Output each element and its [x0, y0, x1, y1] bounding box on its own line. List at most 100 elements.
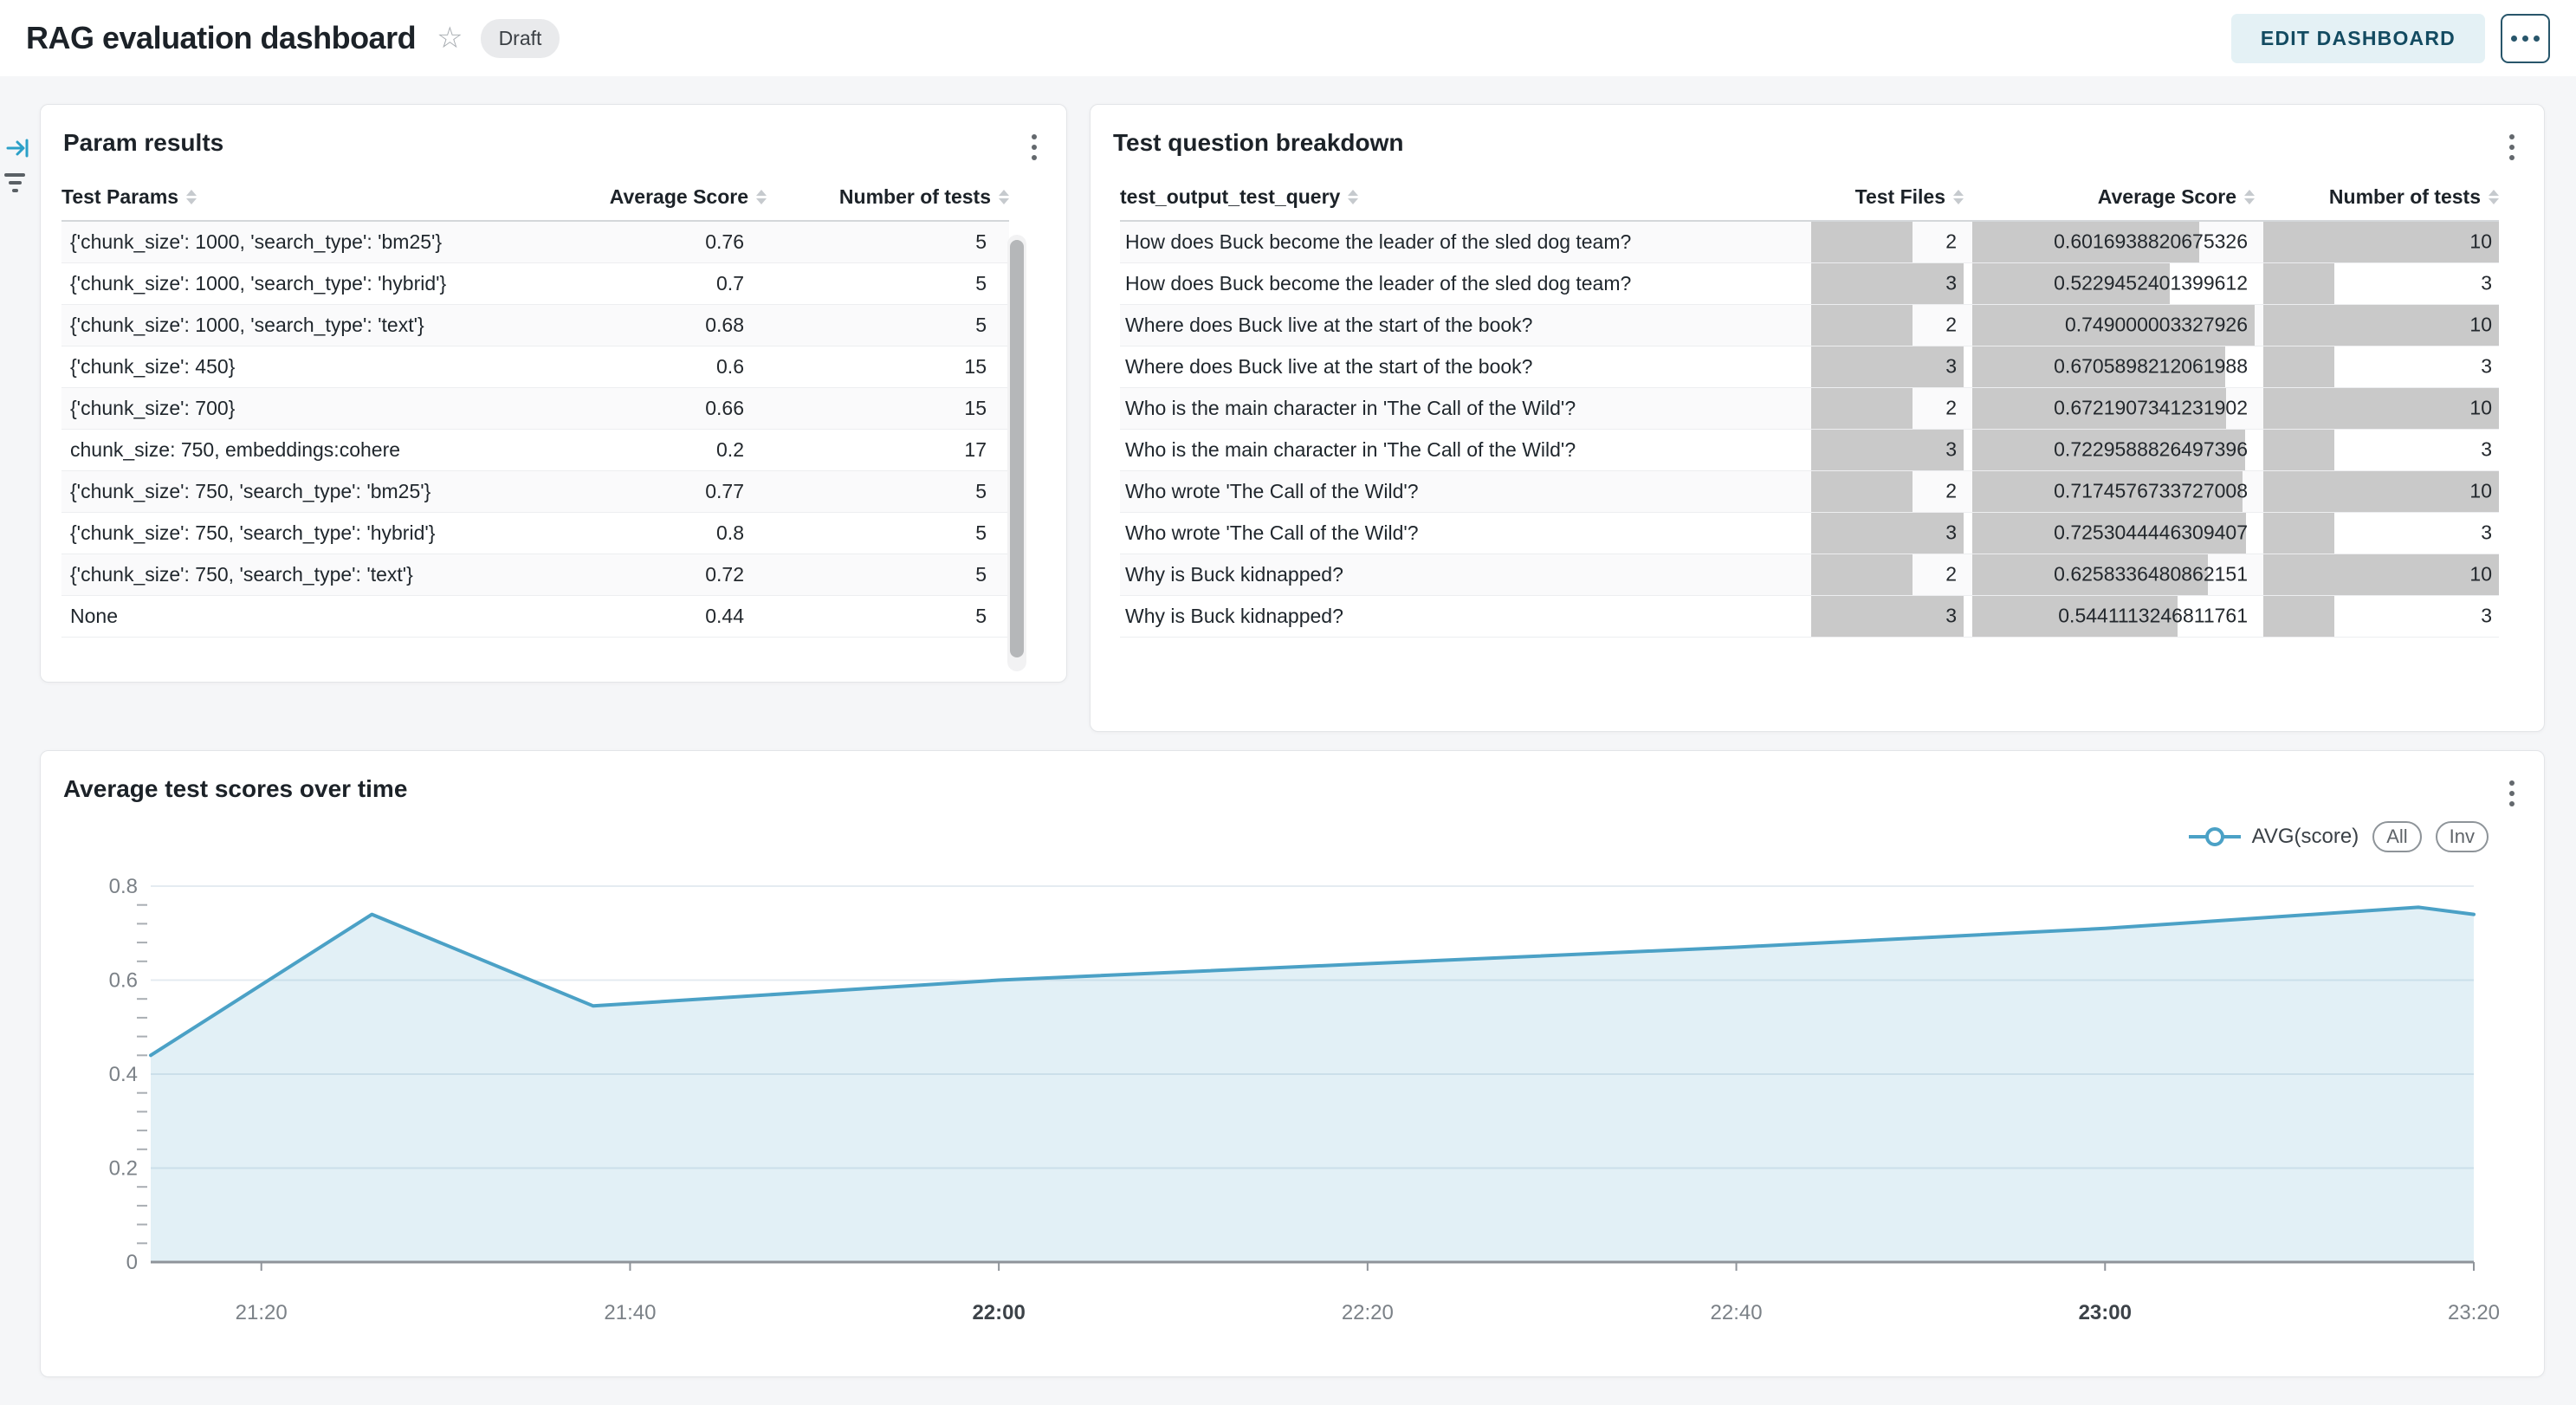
cell-number-of-tests: 5 [767, 262, 1009, 305]
sort-icon[interactable] [999, 190, 1009, 204]
data-bar [1972, 304, 2255, 345]
line-marker-icon [2188, 827, 2241, 846]
cell-average-score: 0.72 [563, 554, 767, 596]
param-results-card: Param results Test Params Average Score [40, 104, 1067, 683]
card-title: Param results [63, 129, 224, 156]
chart-card: Average test scores over time AVG(score)… [40, 750, 2545, 1377]
expand-panel-icon[interactable] [5, 135, 31, 164]
data-bar [2263, 512, 2334, 553]
status-badge: Draft [480, 18, 560, 58]
y-axis-tick-label: 0.4 [109, 1063, 138, 1086]
table-row: How does Buck become the leader of the s… [1120, 221, 2499, 263]
cell-average-score: 0.7174576733727008 [1964, 470, 2255, 513]
header: RAG evaluation dashboard ☆ Draft EDIT DA… [0, 0, 2576, 76]
cell-average-score: 0.77 [563, 470, 767, 513]
favorite-star-icon[interactable]: ☆ [437, 22, 463, 55]
data-bar [2263, 346, 2334, 386]
cell-number-of-tests: 5 [767, 595, 1009, 638]
area-chart: 0 0.2 0.4 0.6 0.8 21:20 21:40 22:00 22:20 22:40 23… [109, 875, 2500, 1324]
sort-icon[interactable] [1953, 190, 1964, 204]
sort-icon[interactable] [1348, 190, 1359, 204]
table-row: {'chunk_size': 750, 'search_type': 'bm25… [61, 470, 1009, 513]
ellipsis-icon [2511, 35, 2517, 42]
cell-test-files: 3 [1803, 429, 1964, 471]
sort-icon[interactable] [2489, 190, 2499, 204]
x-axis-tick-label: 23:20 [2448, 1301, 2500, 1324]
cell-test-files: 2 [1803, 221, 1964, 263]
param-results-table: Test Params Average Score Number of test… [61, 174, 1009, 638]
cell-average-score: 0.749000003327926 [1964, 304, 2255, 346]
y-axis-tick-label: 0 [126, 1251, 138, 1274]
data-bar [1811, 554, 1913, 594]
cell-number-of-tests: 5 [767, 304, 1009, 346]
table-row: Who wrote 'The Call of the Wild'? 2 0.7174… [1120, 470, 2499, 513]
cell-test-params: {'chunk_size': 700} [61, 387, 563, 430]
cell-average-score: 0.66 [563, 387, 767, 430]
card-menu-kebab-icon[interactable] [1025, 129, 1044, 165]
cell-test-query: Who wrote 'The Call of the Wild'? [1120, 470, 1803, 513]
edit-dashboard-button[interactable]: EDIT DASHBOARD [2230, 13, 2485, 63]
data-bar [1972, 429, 2245, 469]
data-bar [1972, 554, 2209, 594]
chart-legend: AVG(score) All Inv [41, 817, 2544, 855]
y-axis-tick-label: 0.6 [109, 969, 138, 993]
x-axis-tick-label: 23:00 [2079, 1301, 2132, 1324]
sort-icon[interactable] [186, 190, 197, 204]
cell-average-score: 0.2 [563, 429, 767, 471]
cell-number-of-tests: 10 [2255, 221, 2499, 263]
cell-average-score: 0.5229452401399612 [1964, 262, 2255, 305]
cell-average-score: 0.6705898212061988 [1964, 346, 2255, 388]
legend-all-button[interactable]: All [2372, 820, 2422, 853]
table-row: {'chunk_size': 1000, 'search_type': 'bm2… [61, 221, 1009, 263]
table-row: Where does Buck live at the start of the… [1120, 346, 2499, 388]
cell-test-params: {'chunk_size': 750, 'search_type': 'hybr… [61, 512, 563, 554]
table-row: {'chunk_size': 750, 'search_type': 'hybr… [61, 512, 1009, 554]
x-axis-tick-label: 21:40 [604, 1301, 656, 1324]
column-header-test-params: Test Params [61, 174, 563, 222]
card-menu-kebab-icon[interactable] [2502, 775, 2521, 812]
data-bar [1811, 429, 1964, 469]
filter-icon[interactable] [2, 173, 28, 192]
cell-average-score: 0.7253044446309407 [1964, 512, 2255, 554]
data-bar [2263, 554, 2499, 594]
table-scrollbar[interactable] [1007, 235, 1026, 671]
cell-test-files: 2 [1803, 387, 1964, 430]
column-header-average-score: Average Score [563, 174, 767, 222]
cell-average-score: 0.44 [563, 595, 767, 638]
header-actions: EDIT DASHBOARD [2230, 13, 2550, 63]
data-bar [2263, 222, 2499, 262]
cell-number-of-tests: 3 [2255, 262, 2499, 305]
data-bar [1811, 262, 1964, 303]
sort-icon[interactable] [2244, 190, 2255, 204]
legend-series-item[interactable]: AVG(score) [2188, 825, 2359, 849]
column-header-number-of-tests: Number of tests [767, 174, 1009, 222]
cell-number-of-tests: 10 [2255, 470, 2499, 513]
data-bar [1811, 595, 1964, 636]
cell-test-query: Why is Buck kidnapped? [1120, 554, 1803, 596]
cell-number-of-tests: 3 [2255, 512, 2499, 554]
cell-test-files: 2 [1803, 554, 1964, 596]
table-row: Why is Buck kidnapped? 3 0.544111324681176… [1120, 595, 2499, 638]
cell-number-of-tests: 10 [2255, 387, 2499, 430]
table-row: {'chunk_size': 750, 'search_type': 'text… [61, 554, 1009, 596]
cell-number-of-tests: 5 [767, 470, 1009, 513]
data-bar [2263, 262, 2334, 303]
cell-test-files: 3 [1803, 512, 1964, 554]
cell-number-of-tests: 10 [2255, 304, 2499, 346]
sort-icon[interactable] [756, 190, 767, 204]
column-header-test-output-test-query: test_output_test_query [1120, 174, 1803, 222]
x-axis-tick-label: 22:00 [972, 1301, 1025, 1324]
cell-test-params: chunk_size: 750, embeddings:cohere [61, 429, 563, 471]
cell-number-of-tests: 10 [2255, 554, 2499, 596]
scrollbar-thumb[interactable] [1010, 240, 1024, 657]
data-bar [2263, 387, 2499, 428]
legend-inv-button[interactable]: Inv [2435, 820, 2489, 853]
cell-test-params: None [61, 595, 563, 638]
card-menu-kebab-icon[interactable] [2502, 129, 2521, 165]
more-actions-button[interactable] [2501, 13, 2550, 63]
table-row: Where does Buck live at the start of the… [1120, 304, 2499, 346]
data-bar [1972, 595, 2178, 636]
data-bar [2263, 595, 2334, 636]
legend-series-label: AVG(score) [2251, 825, 2359, 848]
table-row: Why is Buck kidnapped? 2 0.625833648086215… [1120, 554, 2499, 596]
